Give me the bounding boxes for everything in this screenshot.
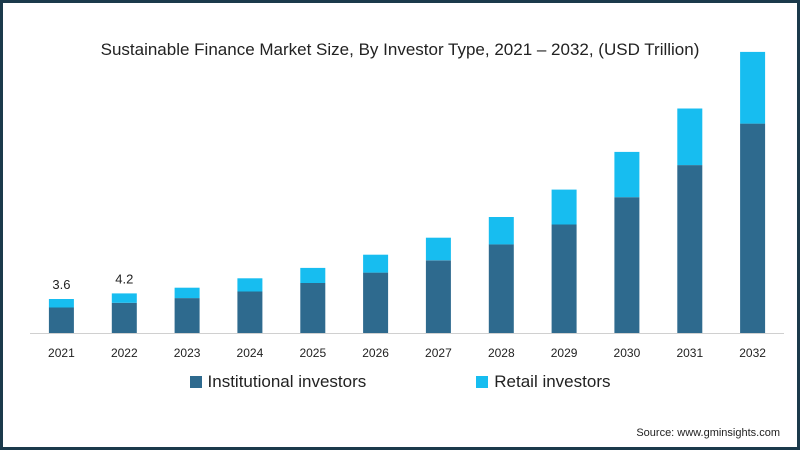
legend-item-retail: Retail investors	[476, 372, 610, 392]
bar-institutional-2023	[174, 298, 200, 333]
bar-retail-2032	[740, 51, 766, 124]
x-tick-label-2021: 2021	[48, 346, 75, 360]
x-tick-label-2026: 2026	[362, 346, 389, 360]
bar-retail-2029	[551, 189, 577, 225]
legend-swatch-institutional	[189, 376, 202, 388]
data-label-2022: 4.2	[115, 271, 133, 286]
legend-label-institutional: Institutional investors	[207, 372, 367, 391]
x-tick-label-2028: 2028	[488, 346, 515, 360]
bar-institutional-2030	[614, 197, 640, 333]
bar-retail-2025	[300, 267, 326, 283]
bar-retail-2026	[363, 254, 389, 273]
x-tick-label-2029: 2029	[551, 346, 578, 360]
bar-institutional-2028	[488, 244, 514, 333]
legend-item-institutional: Institutional investors	[189, 372, 367, 392]
x-tick-label-2031: 2031	[676, 346, 703, 360]
chart-legend: Institutional investors Retail investors	[0, 372, 800, 392]
legend-label-retail: Retail investors	[494, 372, 611, 391]
bar-institutional-2032	[740, 123, 766, 333]
x-tick-label-2024: 2024	[237, 346, 264, 360]
bar-institutional-2025	[300, 283, 326, 333]
x-tick-label-2025: 2025	[299, 346, 326, 360]
bar-institutional-2024	[237, 291, 263, 333]
legend-swatch-retail	[476, 376, 489, 388]
x-tick-label-2032: 2032	[739, 346, 766, 360]
x-tick-label-2023: 2023	[174, 346, 201, 360]
x-tick-label-2027: 2027	[425, 346, 452, 360]
bar-retail-2023	[174, 287, 200, 299]
bar-institutional-2026	[363, 272, 389, 333]
data-label-2021: 3.6	[52, 277, 70, 292]
bar-institutional-2021	[48, 307, 74, 333]
bar-retail-2031	[677, 108, 703, 166]
bar-retail-2022	[111, 293, 137, 303]
bar-retail-2027	[425, 237, 451, 261]
bar-institutional-2022	[111, 302, 137, 333]
bar-retail-2024	[237, 278, 263, 292]
bar-retail-2021	[48, 299, 74, 308]
bar-institutional-2031	[677, 165, 703, 333]
bar-retail-2028	[488, 217, 514, 245]
bar-institutional-2027	[425, 260, 451, 333]
bar-institutional-2029	[551, 224, 577, 333]
source-note: Source: www.gminsights.com	[636, 427, 780, 439]
bar-retail-2030	[614, 151, 640, 198]
chart-title: Sustainable Finance Market Size, By Inve…	[100, 40, 700, 59]
x-tick-label-2022: 2022	[111, 346, 138, 360]
x-tick-label-2030: 2030	[614, 346, 641, 360]
